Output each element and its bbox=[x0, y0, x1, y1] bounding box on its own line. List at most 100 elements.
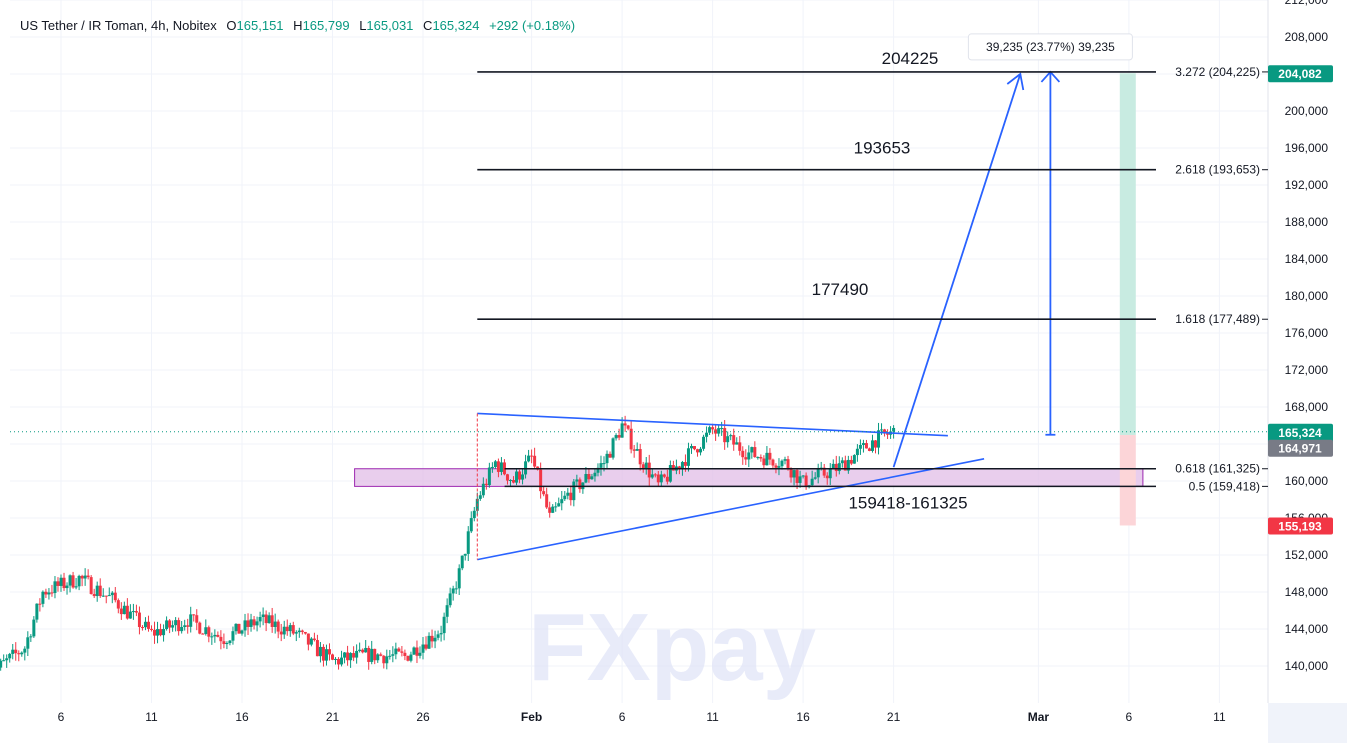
open-value: 165,151 bbox=[236, 18, 284, 33]
projection-arrow bbox=[892, 73, 1022, 468]
candle-body bbox=[499, 462, 503, 472]
candle-body bbox=[355, 650, 359, 658]
candle-body bbox=[771, 459, 775, 466]
candle-body bbox=[650, 474, 654, 478]
candle-body bbox=[349, 653, 353, 661]
level-annotation: 159418-161325 bbox=[848, 493, 967, 512]
candle-body bbox=[801, 475, 805, 477]
candle-body bbox=[732, 435, 736, 445]
candle-body bbox=[886, 433, 890, 435]
high-value: 165,799 bbox=[302, 18, 350, 33]
candle-body bbox=[418, 652, 422, 656]
candle-body bbox=[735, 442, 739, 445]
candle-body bbox=[309, 638, 313, 645]
candle-body bbox=[20, 652, 24, 655]
candle-body bbox=[397, 648, 401, 652]
candle-body bbox=[502, 462, 506, 475]
candle-body bbox=[792, 470, 796, 478]
time-tick-label: 11 bbox=[706, 710, 719, 724]
candle-body bbox=[883, 429, 887, 434]
candle-body bbox=[843, 460, 847, 471]
candle-body bbox=[153, 629, 157, 636]
candle-body bbox=[617, 435, 621, 438]
candle-body bbox=[258, 617, 262, 622]
candle-body bbox=[361, 649, 365, 653]
candle-body bbox=[460, 555, 464, 569]
candle-body bbox=[448, 593, 452, 606]
candle-body bbox=[47, 592, 51, 595]
price-tick-label: 196,000 bbox=[1285, 141, 1329, 155]
time-tick-label: 21 bbox=[326, 710, 340, 724]
candle-body bbox=[279, 631, 283, 635]
candle-body bbox=[560, 499, 564, 504]
candle-body bbox=[303, 631, 307, 634]
candle-body bbox=[825, 475, 829, 479]
fib-label: 1.618 (177,489) bbox=[1175, 312, 1260, 326]
candle-body bbox=[98, 585, 102, 596]
candle-body bbox=[400, 651, 404, 653]
candle-body bbox=[454, 588, 458, 590]
candle-body bbox=[364, 647, 368, 653]
candle-body bbox=[183, 625, 187, 628]
candle-body bbox=[38, 603, 42, 605]
support-zone bbox=[354, 468, 1144, 487]
candle-body bbox=[629, 428, 633, 450]
candle-body bbox=[620, 423, 624, 438]
candle-body bbox=[717, 428, 721, 434]
candle-body bbox=[131, 611, 135, 613]
candle-body bbox=[846, 459, 850, 471]
candle-body bbox=[512, 479, 515, 483]
candle-body bbox=[415, 647, 419, 656]
target-price-tag bbox=[1268, 65, 1333, 83]
candle-body bbox=[276, 621, 280, 632]
candle-body bbox=[747, 452, 751, 460]
candle-body bbox=[150, 628, 153, 630]
candle-body bbox=[0, 660, 3, 668]
price-tick-label: 192,000 bbox=[1285, 178, 1329, 192]
candle-body bbox=[798, 476, 802, 483]
price-tick-label: 144,000 bbox=[1285, 622, 1329, 636]
candle-body bbox=[563, 495, 567, 500]
candle-body bbox=[753, 447, 757, 458]
candle-body bbox=[376, 654, 380, 661]
candle-body bbox=[56, 581, 60, 586]
time-tick-label: 16 bbox=[796, 710, 810, 724]
candles bbox=[0, 415, 896, 671]
projection-arrowhead bbox=[1006, 72, 1025, 91]
candle-body bbox=[551, 506, 555, 513]
candle-body bbox=[261, 614, 265, 618]
candle-body bbox=[714, 429, 718, 434]
candle-body bbox=[557, 503, 561, 507]
candle-body bbox=[23, 648, 27, 653]
close-label: C bbox=[423, 18, 433, 33]
candle-body bbox=[436, 634, 440, 638]
target-price-tag-text: 204,082 bbox=[1278, 67, 1322, 81]
candle-body bbox=[578, 479, 582, 490]
candle-body bbox=[611, 438, 615, 458]
candle-body bbox=[478, 495, 482, 499]
candle-body bbox=[379, 654, 383, 656]
candle-body bbox=[195, 615, 199, 623]
candle-body bbox=[143, 621, 147, 628]
candle-body bbox=[759, 457, 763, 459]
candle-body bbox=[137, 612, 141, 628]
candle-body bbox=[490, 466, 494, 468]
candle-body bbox=[17, 653, 21, 655]
entry-price-tag-text: 164,971 bbox=[1278, 442, 1322, 456]
candle-body bbox=[370, 648, 374, 662]
candle-body bbox=[493, 461, 497, 467]
candle-body bbox=[294, 632, 298, 634]
candle-body bbox=[249, 619, 253, 627]
candle-body bbox=[11, 649, 15, 654]
candle-body bbox=[165, 620, 169, 630]
candle-body bbox=[122, 605, 126, 615]
candle-body bbox=[334, 658, 338, 660]
candle-body bbox=[587, 474, 591, 480]
candle-body bbox=[14, 649, 18, 654]
candle-body bbox=[77, 575, 81, 587]
candle-body bbox=[750, 447, 754, 453]
time-tick-label: Feb bbox=[521, 710, 542, 724]
candle-body bbox=[315, 640, 319, 657]
time-axis: 6 11 16 21 26 Feb 6 11 16 21 Mar 6 11 bbox=[58, 703, 1347, 743]
